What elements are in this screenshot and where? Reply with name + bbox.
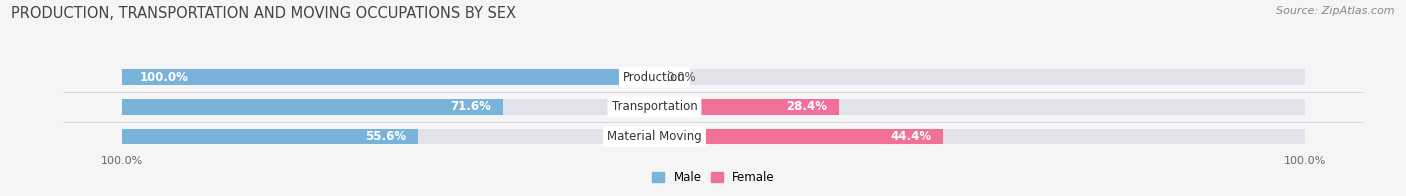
Legend: Male, Female: Male, Female [652,171,775,184]
Bar [122,99,503,115]
Text: Production: Production [623,71,686,84]
Text: 100.0%: 100.0% [141,71,188,84]
Text: 28.4%: 28.4% [786,100,827,113]
Bar [122,129,1305,144]
Bar [122,69,1305,85]
Bar [122,99,1305,115]
Text: 55.6%: 55.6% [366,130,406,143]
Text: 0.0%: 0.0% [666,71,696,84]
Text: 71.6%: 71.6% [451,100,492,113]
Text: Transportation: Transportation [612,100,697,113]
Text: PRODUCTION, TRANSPORTATION AND MOVING OCCUPATIONS BY SEX: PRODUCTION, TRANSPORTATION AND MOVING OC… [11,6,516,21]
Bar [654,99,839,115]
Text: Material Moving: Material Moving [607,130,702,143]
Text: 44.4%: 44.4% [890,130,931,143]
Bar [122,129,418,144]
Text: Source: ZipAtlas.com: Source: ZipAtlas.com [1277,6,1395,16]
Bar [122,69,654,85]
Bar [654,129,943,144]
